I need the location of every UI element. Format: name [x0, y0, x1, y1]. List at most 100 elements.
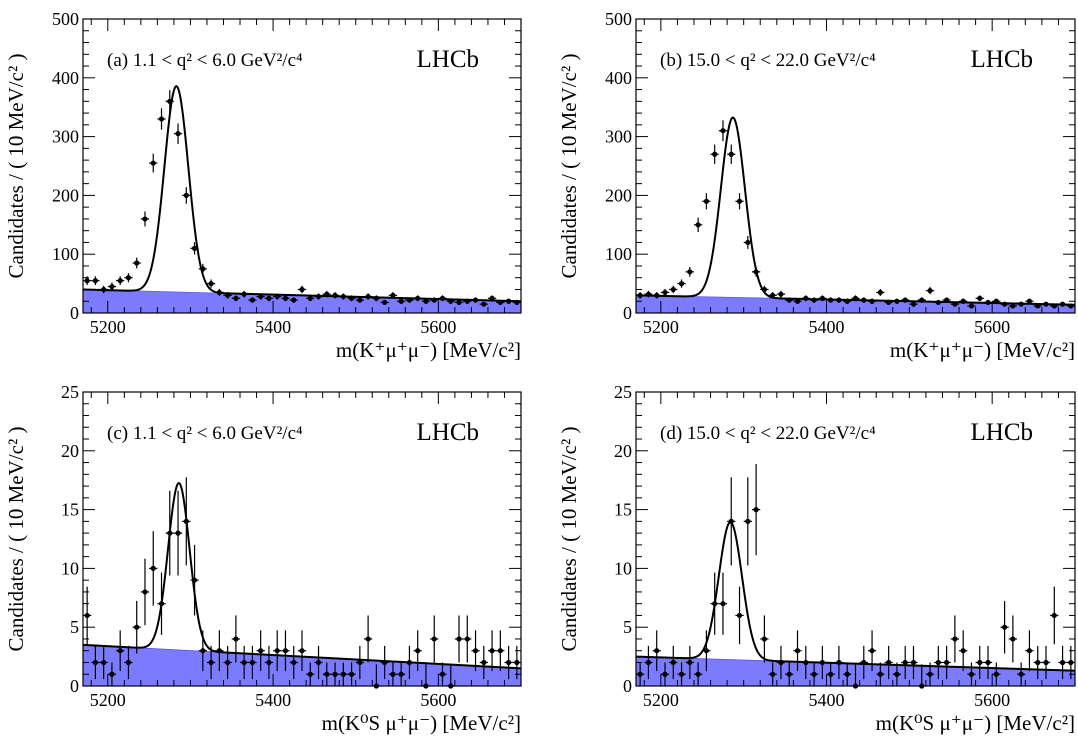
data-marker — [398, 298, 404, 304]
data-marker — [390, 292, 396, 298]
data-marker — [977, 659, 983, 666]
data-marker — [150, 565, 156, 572]
data-point — [124, 273, 133, 283]
data-point — [380, 645, 389, 680]
data-marker — [258, 293, 264, 300]
data-point — [231, 295, 241, 302]
data-marker — [481, 301, 487, 307]
data-point — [1058, 301, 1067, 307]
data-marker — [216, 648, 222, 654]
data-marker — [340, 671, 346, 677]
data-point — [992, 662, 1001, 686]
x-axis-title: m(K⁺μ⁺μ⁻) [MeV/c²] — [890, 338, 1075, 362]
data-marker — [728, 151, 734, 157]
data-marker — [225, 659, 231, 666]
y-tick-label: 300 — [605, 127, 632, 147]
data-point — [644, 290, 653, 298]
data-point — [289, 645, 298, 680]
data-point — [248, 297, 257, 303]
data-marker — [1059, 301, 1066, 307]
data-point — [215, 288, 224, 296]
data-point — [760, 285, 769, 294]
data-point — [917, 297, 926, 303]
data-marker — [960, 298, 966, 304]
data-point — [809, 297, 819, 303]
data-point — [677, 279, 686, 288]
data-marker — [861, 297, 867, 303]
y-tick-label: 400 — [52, 68, 79, 88]
data-point — [884, 299, 893, 306]
data-marker — [1059, 659, 1066, 666]
data-marker — [687, 659, 693, 666]
data-point — [297, 285, 307, 294]
data-point — [99, 285, 108, 294]
data-marker — [794, 298, 801, 304]
data-marker — [720, 128, 726, 134]
data-marker — [456, 299, 462, 306]
data-marker — [274, 293, 280, 300]
data-marker — [678, 671, 685, 677]
data-point — [496, 299, 505, 306]
data-point — [909, 301, 918, 307]
data-point — [223, 645, 232, 680]
total-fit-curve — [82, 85, 522, 303]
data-marker — [927, 671, 933, 677]
panel-annotation: (a) 1.1 < q² < 6.0 GeV²/c⁴ — [107, 50, 303, 71]
data-marker — [134, 624, 140, 630]
data-marker — [158, 601, 165, 607]
x-tick-label: 5200 — [643, 690, 679, 710]
data-marker — [803, 659, 809, 666]
data-point — [685, 645, 694, 680]
data-point — [363, 293, 373, 300]
data-marker — [1051, 612, 1057, 619]
data-point — [165, 490, 174, 576]
data-point — [959, 630, 968, 672]
data-point — [289, 297, 298, 303]
data-marker — [84, 278, 90, 284]
data-point — [884, 645, 893, 680]
data-point — [892, 298, 902, 304]
data-marker — [654, 648, 660, 654]
data-marker — [1035, 659, 1041, 666]
data-point — [124, 645, 133, 680]
data-marker — [125, 659, 132, 666]
panel-b: 5200 5400 5600 0 100 200 300 400 500 m(K⁺μ⁺μ⁻) [M… — [557, 9, 1076, 362]
data-point — [702, 193, 711, 210]
data-point — [322, 662, 331, 686]
data-marker — [167, 98, 173, 104]
data-point — [463, 298, 472, 304]
data-point — [479, 645, 488, 680]
data-marker — [745, 518, 751, 524]
data-marker — [117, 278, 123, 284]
data-point — [768, 662, 777, 686]
data-marker — [431, 297, 437, 303]
y-tick-label: 25 — [61, 382, 79, 402]
data-point — [975, 295, 984, 302]
y-tick-label: 0 — [623, 303, 632, 323]
data-point — [405, 645, 414, 680]
data-marker — [985, 659, 991, 666]
data-point — [388, 662, 398, 686]
data-point — [785, 297, 794, 303]
data-point — [397, 662, 406, 686]
panel-a: 5200 5400 5600 0 100 200 300 400 500 m(K⁺μ⁺μ⁻) [M… — [4, 9, 522, 362]
data-marker — [770, 671, 776, 677]
y-tick-label: 20 — [614, 441, 632, 461]
experiment-label: LHCb — [417, 46, 480, 73]
data-marker — [431, 636, 437, 642]
data-point — [1041, 645, 1051, 680]
y-tick-label: 25 — [614, 382, 632, 402]
x-axis-title: m(K⁰S μ⁺μ⁻) [MeV/c²] — [876, 711, 1075, 735]
data-marker — [819, 659, 825, 666]
data-point — [876, 662, 885, 686]
data-point — [306, 295, 315, 302]
data-marker — [828, 671, 834, 677]
y-tick-label: 0 — [70, 676, 79, 696]
data-point — [1008, 615, 1018, 663]
data-marker — [786, 671, 792, 677]
y-axis-title: Candidates / ( 10 MeV/c² ) — [4, 427, 28, 652]
data-marker — [117, 648, 123, 654]
data-marker — [910, 301, 917, 307]
data-marker — [728, 518, 734, 524]
panel-annotation: (d) 15.0 < q² < 22.0 GeV²/c⁴ — [660, 423, 876, 444]
